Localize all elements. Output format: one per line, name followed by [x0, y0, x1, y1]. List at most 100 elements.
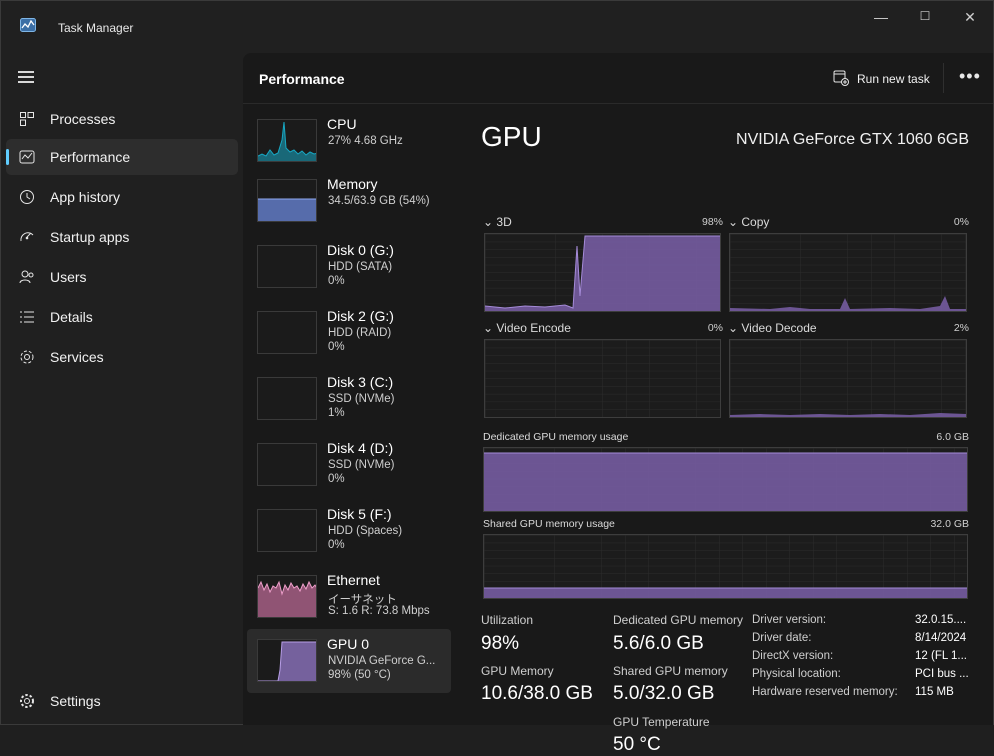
- device-sub1: HDD (SATA): [328, 261, 393, 273]
- device-sub2: 0%: [328, 473, 345, 485]
- gpu0-thumbnail-graph: [257, 639, 317, 682]
- shared-memory-label: Shared GPU memory: [613, 664, 728, 678]
- device-disk4[interactable]: Disk 4 (D:) SSD (NVMe) 0%: [247, 433, 451, 497]
- device-disk5[interactable]: Disk 5 (F:) HDD (Spaces) 0%: [247, 499, 451, 563]
- nav-processes[interactable]: Processes: [6, 101, 238, 137]
- page-header: Performance Run new task •••: [243, 53, 993, 104]
- dedicated-memory-max: 6.0 GB: [936, 431, 969, 443]
- window-title: Task Manager: [58, 21, 134, 35]
- minimize-button[interactable]: —: [874, 9, 888, 25]
- graph-video-decode: [729, 339, 967, 418]
- main-panel: Performance Run new task ••• CPU 27% 4.6…: [243, 53, 993, 755]
- nav-startup-apps[interactable]: Startup apps: [6, 219, 238, 255]
- nav-label: Services: [50, 349, 104, 365]
- gpu-model-name: NVIDIA GeForce GTX 1060 6GB: [736, 131, 969, 148]
- device-sub2: 1%: [328, 407, 345, 419]
- dedicated-memory-label: Dedicated GPU memory: [613, 613, 744, 627]
- gpu-temperature-label: GPU Temperature: [613, 715, 710, 729]
- reserved-memory-label: Hardware reserved memory:: [752, 686, 898, 698]
- nav-performance[interactable]: Performance: [6, 139, 238, 175]
- device-name: Disk 4 (D:): [327, 440, 394, 456]
- engine-video-encode-selector[interactable]: ⌄ Video Encode: [483, 321, 571, 335]
- dedicated-memory-value: 5.6/6.0 GB: [613, 633, 704, 654]
- details-icon: [20, 311, 34, 323]
- directx-version-value: 12 (FL 1...: [915, 650, 967, 662]
- run-task-icon: [833, 70, 849, 86]
- dedicated-memory-graph-label: Dedicated GPU memory usage: [483, 431, 629, 443]
- ethernet-thumbnail-graph: [257, 575, 317, 618]
- driver-date-label: Driver date:: [752, 632, 812, 644]
- device-disk2[interactable]: Disk 2 (G:) HDD (RAID) 0%: [247, 301, 451, 365]
- maximize-button[interactable]: ☐: [919, 9, 931, 23]
- device-sub1: 34.5/63.9 GB (54%): [328, 195, 430, 207]
- close-button[interactable]: ✕: [964, 9, 976, 25]
- engine-pct: 0%: [953, 216, 969, 228]
- device-sub1: 27% 4.68 GHz: [328, 135, 403, 147]
- engine-copy-selector[interactable]: ⌄ Copy: [728, 215, 769, 229]
- graph-video-encode: [484, 339, 721, 418]
- disk0-thumbnail-graph: [257, 245, 317, 288]
- gpu-detail-pane: GPU NVIDIA GeForce GTX 1060 6GB ⌄ 3D 98%…: [479, 105, 993, 755]
- device-sub1: SSD (NVMe): [328, 393, 395, 405]
- nav-label: Settings: [50, 693, 101, 709]
- nav-label: Details: [50, 309, 93, 325]
- device-sub2: 98% (50 °C): [328, 669, 391, 681]
- page-title: Performance: [259, 71, 345, 87]
- services-icon: [20, 350, 34, 364]
- device-name: Disk 0 (G:): [327, 242, 394, 258]
- shared-memory-value: 5.0/32.0 GB: [613, 683, 715, 704]
- nav-label: Users: [50, 269, 87, 285]
- graph-copy: [729, 233, 967, 312]
- nav-services[interactable]: Services: [6, 339, 238, 375]
- chevron-down-icon: ⌄: [483, 215, 497, 229]
- device-disk3[interactable]: Disk 3 (C:) SSD (NVMe) 1%: [247, 367, 451, 431]
- nav-label: Startup apps: [50, 229, 130, 245]
- device-ethernet[interactable]: Ethernet イーサネット S: 1.6 R: 73.8 Mbps: [247, 565, 451, 629]
- nav-settings[interactable]: Settings: [6, 683, 238, 719]
- engine-label: Video Encode: [496, 321, 571, 335]
- device-sub2: 0%: [328, 341, 345, 353]
- memory-thumbnail-graph: [257, 179, 317, 222]
- more-options-button[interactable]: •••: [959, 66, 981, 86]
- gpu-memory-label: GPU Memory: [481, 664, 554, 678]
- task-manager-app-icon: [20, 18, 36, 32]
- engine-3d-selector[interactable]: ⌄ 3D: [483, 215, 512, 229]
- driver-version-value: 32.0.15....: [915, 614, 967, 626]
- chevron-down-icon: ⌄: [728, 321, 742, 335]
- nav-app-history[interactable]: App history: [6, 179, 238, 215]
- device-name: Disk 3 (C:): [327, 374, 394, 390]
- driver-version-label: Driver version:: [752, 614, 827, 626]
- device-disk0[interactable]: Disk 0 (G:) HDD (SATA) 0%: [247, 235, 451, 299]
- header-divider: [943, 63, 944, 93]
- hamburger-menu-icon[interactable]: [18, 71, 34, 83]
- disk3-thumbnail-graph: [257, 377, 317, 420]
- device-name: Disk 2 (G:): [327, 308, 394, 324]
- cpu-thumbnail-graph: [257, 119, 317, 162]
- device-cpu[interactable]: CPU 27% 4.68 GHz: [247, 109, 451, 173]
- reserved-memory-value: 115 MB: [915, 686, 954, 698]
- gpu-temperature-value: 50 °C: [613, 734, 661, 755]
- processes-icon: [20, 112, 34, 126]
- device-sub1: HDD (RAID): [328, 327, 392, 339]
- engine-label: Video Decode: [741, 321, 817, 335]
- graph-dedicated-memory: [483, 447, 968, 512]
- engine-video-decode-selector[interactable]: ⌄ Video Decode: [728, 321, 817, 335]
- device-memory[interactable]: Memory 34.5/63.9 GB (54%): [247, 169, 451, 233]
- device-name: CPU: [327, 116, 357, 132]
- app-history-icon: [20, 190, 34, 204]
- device-gpu0[interactable]: GPU 0 NVIDIA GeForce G... 98% (50 °C): [247, 629, 451, 693]
- disk4-thumbnail-graph: [257, 443, 317, 486]
- nav-users[interactable]: Users: [6, 259, 238, 295]
- nav-details[interactable]: Details: [6, 299, 238, 335]
- nav-label: Performance: [50, 149, 131, 165]
- device-sub1: イーサネット: [328, 594, 397, 606]
- physical-location-value: PCI bus ...: [915, 668, 969, 680]
- graph-shared-memory: [483, 534, 968, 599]
- title-bar[interactable]: Task Manager — ☐ ✕: [1, 1, 993, 53]
- chevron-down-icon: ⌄: [728, 215, 742, 229]
- nav-label: Processes: [50, 111, 116, 127]
- run-task-label: Run new task: [857, 72, 930, 86]
- shared-memory-max: 32.0 GB: [930, 518, 969, 530]
- chevron-down-icon: ⌄: [483, 321, 497, 335]
